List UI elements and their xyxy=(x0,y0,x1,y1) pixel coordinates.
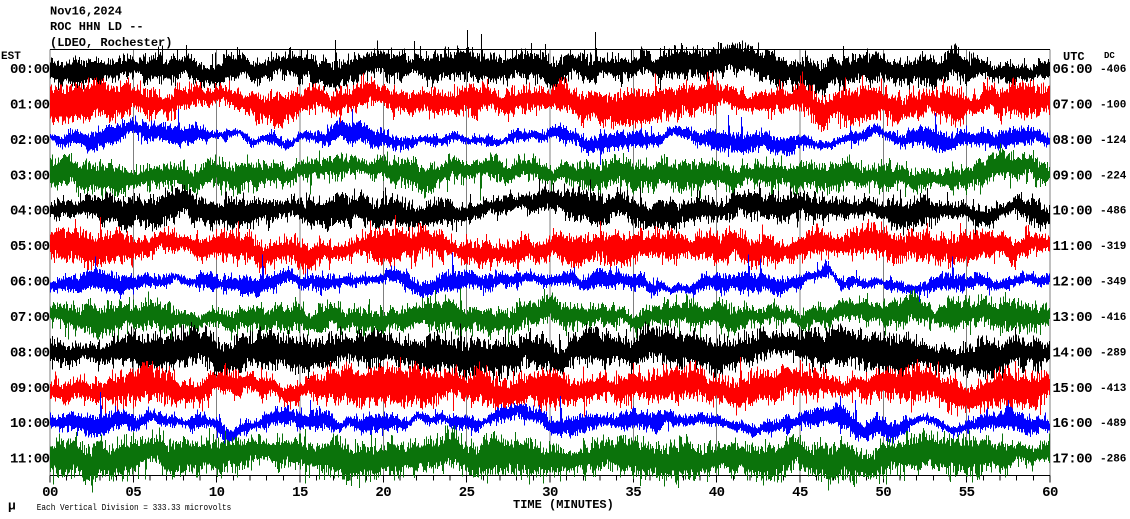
svg-text:-289: -289 xyxy=(1100,347,1126,359)
svg-text:UTC: UTC xyxy=(1063,50,1085,64)
svg-text:-124: -124 xyxy=(1100,135,1127,147)
svg-text:55: 55 xyxy=(959,485,975,501)
svg-text:13:00: 13:00 xyxy=(1053,310,1093,326)
svg-text:10:00: 10:00 xyxy=(10,416,50,432)
svg-text:09:00: 09:00 xyxy=(10,381,50,397)
svg-text:-406: -406 xyxy=(1100,64,1126,76)
svg-text:06:00: 06:00 xyxy=(10,275,50,291)
svg-text:01:00: 01:00 xyxy=(10,97,50,113)
svg-text:-489: -489 xyxy=(1100,418,1126,430)
svg-text:Nov16,2024: Nov16,2024 xyxy=(50,5,122,19)
svg-text:-486: -486 xyxy=(1100,206,1126,218)
svg-text:40: 40 xyxy=(709,485,725,501)
svg-text:03:00: 03:00 xyxy=(10,168,50,184)
svg-text:30: 30 xyxy=(542,485,558,501)
svg-text:11:00: 11:00 xyxy=(1053,239,1093,255)
svg-text:-319: -319 xyxy=(1100,241,1126,253)
svg-text:50: 50 xyxy=(875,485,891,501)
svg-text:20: 20 xyxy=(375,485,391,501)
svg-text:-416: -416 xyxy=(1100,312,1126,324)
svg-text:10:00: 10:00 xyxy=(1053,204,1093,220)
svg-text:04:00: 04:00 xyxy=(10,204,50,220)
svg-text:05:00: 05:00 xyxy=(10,239,50,255)
svg-text:µ: µ xyxy=(8,499,16,514)
svg-text:(LDEO, Rochester): (LDEO, Rochester) xyxy=(50,36,172,50)
svg-text:16:00: 16:00 xyxy=(1053,416,1093,432)
svg-text:DC: DC xyxy=(1104,51,1115,61)
svg-text:-349: -349 xyxy=(1100,277,1126,289)
svg-text:Each Vertical Division = 333.: Each Vertical Division = 333.33 microvol… xyxy=(37,502,232,513)
svg-text:15: 15 xyxy=(292,485,308,501)
svg-text:12:00: 12:00 xyxy=(1053,275,1093,291)
svg-text:25: 25 xyxy=(459,485,475,501)
svg-text:-100: -100 xyxy=(1100,99,1126,111)
svg-text:07:00: 07:00 xyxy=(10,310,50,326)
svg-text:35: 35 xyxy=(625,485,641,501)
svg-text:60: 60 xyxy=(1042,485,1058,501)
svg-text:11:00: 11:00 xyxy=(10,452,50,468)
svg-text:00: 00 xyxy=(42,485,58,501)
svg-text:15:00: 15:00 xyxy=(1053,381,1093,397)
svg-text:10: 10 xyxy=(209,485,225,501)
svg-text:-286: -286 xyxy=(1100,454,1126,466)
svg-text:-413: -413 xyxy=(1100,383,1127,395)
svg-text:ROC HHN LD --: ROC HHN LD -- xyxy=(50,20,144,34)
svg-text:-224: -224 xyxy=(1100,170,1127,182)
svg-text:EST: EST xyxy=(1,51,21,63)
svg-text:08:00: 08:00 xyxy=(1053,133,1093,149)
svg-text:07:00: 07:00 xyxy=(1053,97,1093,113)
svg-text:14:00: 14:00 xyxy=(1053,345,1093,361)
svg-text:02:00: 02:00 xyxy=(10,133,50,149)
svg-text:45: 45 xyxy=(792,485,808,501)
svg-text:00:00: 00:00 xyxy=(10,62,50,78)
svg-text:05: 05 xyxy=(125,485,141,501)
svg-text:17:00: 17:00 xyxy=(1053,452,1093,468)
svg-text:06:00: 06:00 xyxy=(1053,62,1093,78)
svg-text:TIME (MINUTES): TIME (MINUTES) xyxy=(513,498,614,512)
svg-text:09:00: 09:00 xyxy=(1053,168,1093,184)
svg-text:08:00: 08:00 xyxy=(10,345,50,361)
